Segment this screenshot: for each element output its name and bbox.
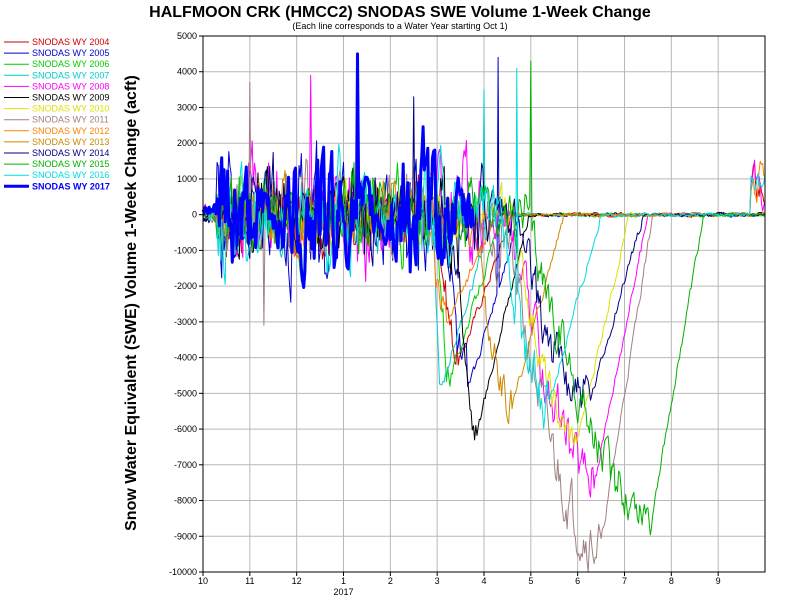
series-line-snodas-wy-2013 — [202, 169, 766, 425]
legend-label: SNODAS WY 2016 — [32, 170, 109, 180]
y-tick-label: 3000 — [177, 102, 197, 112]
legend-item: SNODAS WY 2008 — [4, 81, 109, 91]
x-tick-label: 7 — [622, 576, 627, 586]
legend-label: SNODAS WY 2010 — [32, 104, 109, 114]
y-tick-label: -5000 — [174, 388, 197, 398]
legend-label: SNODAS WY 2015 — [32, 159, 109, 169]
legend-item: SNODAS WY 2005 — [4, 48, 109, 58]
y-tick-label: -4000 — [174, 353, 197, 363]
axes: 5000 4000 3000 2000 1000 0 -1000 -2000 -3000 -400… — [169, 31, 766, 597]
legend-label: SNODAS WY 2004 — [32, 37, 109, 47]
y-tick-label: 0 — [192, 210, 197, 220]
x-tick-label: 8 — [669, 576, 674, 586]
y-tick-label: -7000 — [174, 460, 197, 470]
legend-item: SNODAS WY 2004 — [4, 37, 109, 47]
x-tick-label: 10 — [198, 576, 208, 586]
y-tick-label: 4000 — [177, 67, 197, 77]
legend-label: SNODAS WY 2017 — [32, 181, 110, 191]
legend-item: SNODAS WY 2009 — [4, 93, 109, 103]
legend-label: SNODAS WY 2011 — [32, 115, 109, 125]
y-tick-label: -6000 — [174, 424, 197, 434]
legend-item: SNODAS WY 2012 — [4, 126, 109, 136]
legend-item: SNODAS WY 2011 — [4, 115, 109, 125]
x-tick-label: 5 — [528, 576, 533, 586]
x-tick-label: 2 — [388, 576, 393, 586]
legend-label: SNODAS WY 2007 — [32, 70, 109, 80]
chart-subtitle: (Each line corresponds to a Water Year s… — [292, 21, 507, 31]
legend-item: SNODAS WY 2016 — [4, 170, 109, 180]
y-tick-label: -9000 — [174, 531, 197, 541]
x-tick-label: 12 — [292, 576, 302, 586]
legend-item: SNODAS WY 2013 — [4, 137, 109, 147]
x-tick-label: 11 — [245, 576, 254, 586]
legend-item: SNODAS WY 2010 — [4, 104, 109, 114]
y-tick-label: -8000 — [174, 496, 197, 506]
y-tick-label: 5000 — [177, 31, 197, 41]
legend-item: SNODAS WY 2017 — [4, 181, 110, 191]
x-year-label: 2017 — [333, 587, 353, 597]
y-tick-label: 2000 — [177, 138, 197, 148]
legend-label: SNODAS WY 2008 — [32, 81, 109, 91]
y-tick-label: -10000 — [169, 567, 197, 577]
legend-label: SNODAS WY 2009 — [32, 93, 109, 103]
legend-label: SNODAS WY 2012 — [32, 126, 109, 136]
y-tick-label: -3000 — [174, 317, 197, 327]
y-tick-label: -1000 — [174, 245, 197, 255]
legend-label: SNODAS WY 2013 — [32, 137, 109, 147]
x-tick-label: 6 — [575, 576, 580, 586]
y-axis-label: Snow Water Equivalent (SWE) Volume 1-Wee… — [123, 75, 140, 531]
x-tick-label: 1 — [341, 576, 346, 586]
x-tick-label: 3 — [435, 576, 440, 586]
chart-title: HALFMOON CRK (HMCC2) SNODAS SWE Volume 1… — [149, 4, 651, 21]
x-tick-label: 4 — [481, 576, 486, 586]
legend-label: SNODAS WY 2005 — [32, 48, 109, 58]
legend-item: SNODAS WY 2015 — [4, 159, 109, 169]
y-tick-label: -2000 — [174, 281, 197, 291]
series-line-snodas-wy-2017 — [201, 52, 476, 289]
legend-item: SNODAS WY 2007 — [4, 70, 109, 80]
legend-item: SNODAS WY 2006 — [4, 59, 109, 69]
legend-label: SNODAS WY 2006 — [32, 59, 109, 69]
plot-area — [201, 52, 766, 573]
y-tick-label: 1000 — [177, 174, 197, 184]
legend-item: SNODAS WY 2014 — [4, 148, 109, 158]
x-tick-label: 9 — [716, 576, 721, 586]
legend-label: SNODAS WY 2014 — [32, 148, 109, 158]
